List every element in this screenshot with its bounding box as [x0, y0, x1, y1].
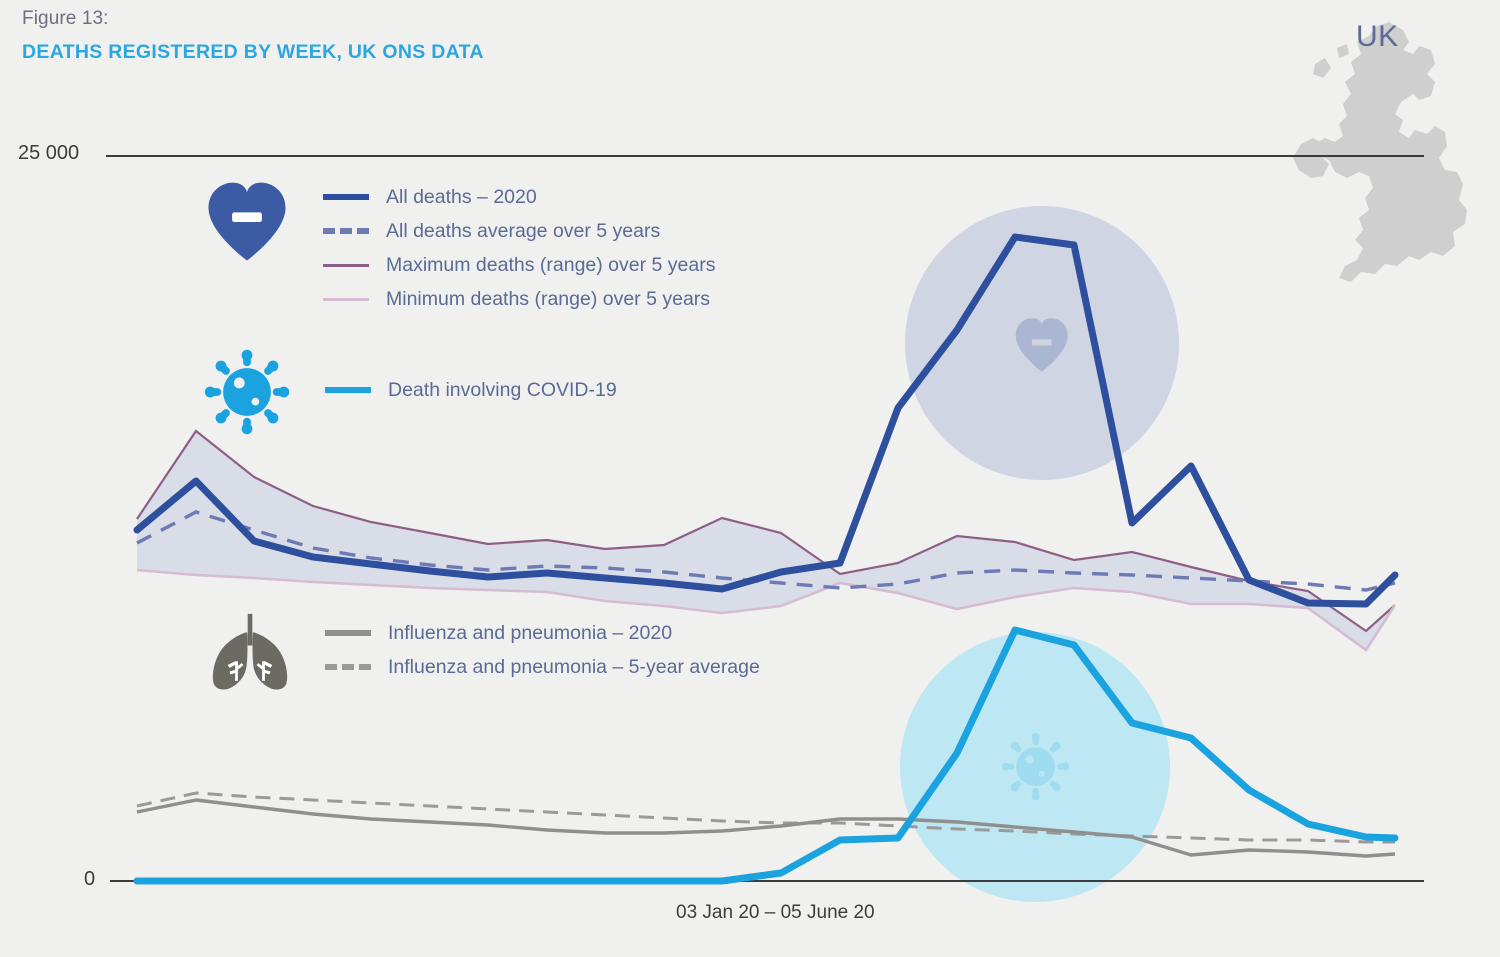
legend-swatch-influenza-average: [325, 664, 371, 670]
range-band-area: [137, 431, 1395, 650]
legend-items-covid: Death involving COVID-19: [325, 373, 617, 407]
y-axis-zero-label: 0: [84, 868, 96, 890]
x-axis-label: 03 Jan 20 – 05 June 20: [676, 902, 875, 923]
legend-item[interactable]: Maximum deaths (range) over 5 years: [323, 248, 715, 282]
series-minimum-deaths: [136, 568, 1397, 652]
halo-coronavirus-icon: [1001, 732, 1070, 801]
uk-map-icon: [1293, 22, 1467, 282]
legend-item[interactable]: Influenza and pneumonia – 2020: [325, 616, 760, 650]
legend-label: Influenza and pneumonia – 2020: [388, 621, 673, 644]
legend-label: Influenza and pneumonia – 5-year average: [388, 655, 760, 678]
legend-swatch-maximum-deaths: [323, 263, 369, 267]
series-all-deaths-average: [136, 510, 1396, 592]
heart-minus-icon: [208, 182, 286, 261]
region-label: UK: [1356, 20, 1399, 53]
figure-number: Figure 13:: [22, 8, 109, 29]
series-maximum-deaths: [136, 429, 1396, 633]
legend-label: All deaths – 2020: [386, 185, 537, 208]
legend-item[interactable]: All deaths average over 5 years: [323, 214, 715, 248]
legend-swatch-covid: [325, 387, 371, 393]
legend-label: All deaths average over 5 years: [386, 219, 661, 242]
halo-heart-minus-icon: [1015, 318, 1068, 372]
series-covid-deaths: [133, 626, 1399, 885]
lungs-icon: [212, 613, 288, 690]
y-axis-max-label: 25 000: [18, 142, 80, 164]
legend-items-influenza: Influenza and pneumonia – 2020 Influenza…: [325, 616, 760, 684]
legend-items-all-deaths: All deaths – 2020 All deaths average ove…: [323, 180, 715, 316]
legend-item[interactable]: Death involving COVID-19: [325, 373, 617, 407]
legend-swatch-influenza-2020: [325, 630, 371, 636]
legend-swatch-all-deaths-2020: [323, 194, 369, 200]
legend-label: Maximum deaths (range) over 5 years: [386, 253, 716, 276]
legend-item[interactable]: Minimum deaths (range) over 5 years: [323, 282, 715, 316]
legend-swatch-all-deaths-average: [323, 228, 369, 234]
series-influenza-average: [136, 791, 1395, 844]
page-title: DEATHS REGISTERED BY WEEK, UK ONS DATA: [22, 41, 484, 63]
legend-label: Death involving COVID-19: [388, 378, 617, 401]
series-all-deaths-2020: [133, 233, 1399, 608]
legend-item[interactable]: All deaths – 2020: [323, 180, 715, 214]
legend-swatch-minimum-deaths: [323, 297, 369, 301]
series-influenza-2020: [136, 798, 1396, 858]
legend-item[interactable]: Influenza and pneumonia – 5-year average: [325, 650, 760, 684]
coronavirus-icon: [204, 349, 290, 435]
legend-label: Minimum deaths (range) over 5 years: [386, 287, 711, 310]
